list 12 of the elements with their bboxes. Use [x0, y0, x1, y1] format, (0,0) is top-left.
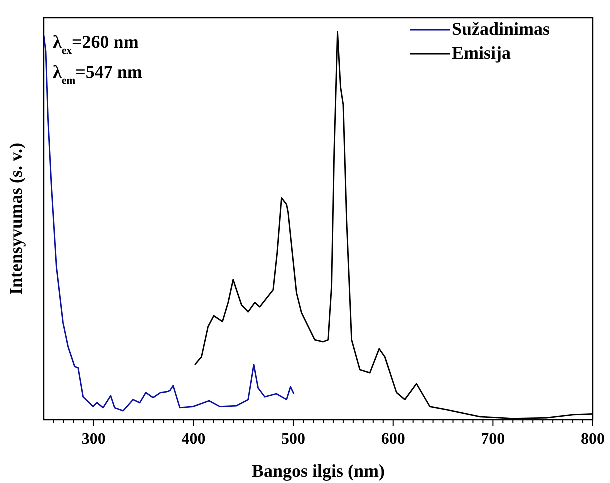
y-axis-title: Intensyvumas (s. v.)	[6, 142, 26, 296]
x-tick-label: 400	[182, 431, 206, 448]
legend-label: Sužadinimas	[452, 19, 550, 39]
annotation: λ$_{ex}$=260 nm	[53, 32, 139, 57]
x-tick-label: 800	[581, 431, 605, 448]
x-axis-title: Bangos ilgis (nm)	[252, 461, 386, 481]
x-tick-label: 500	[282, 431, 306, 448]
legend-label: Emisija	[452, 43, 512, 63]
x-tick-label: 300	[82, 431, 106, 448]
x-tick-label: 700	[481, 431, 506, 448]
annotation: λ$_{em}$=547 nm	[53, 62, 142, 87]
x-tick-label: 600	[381, 431, 406, 448]
